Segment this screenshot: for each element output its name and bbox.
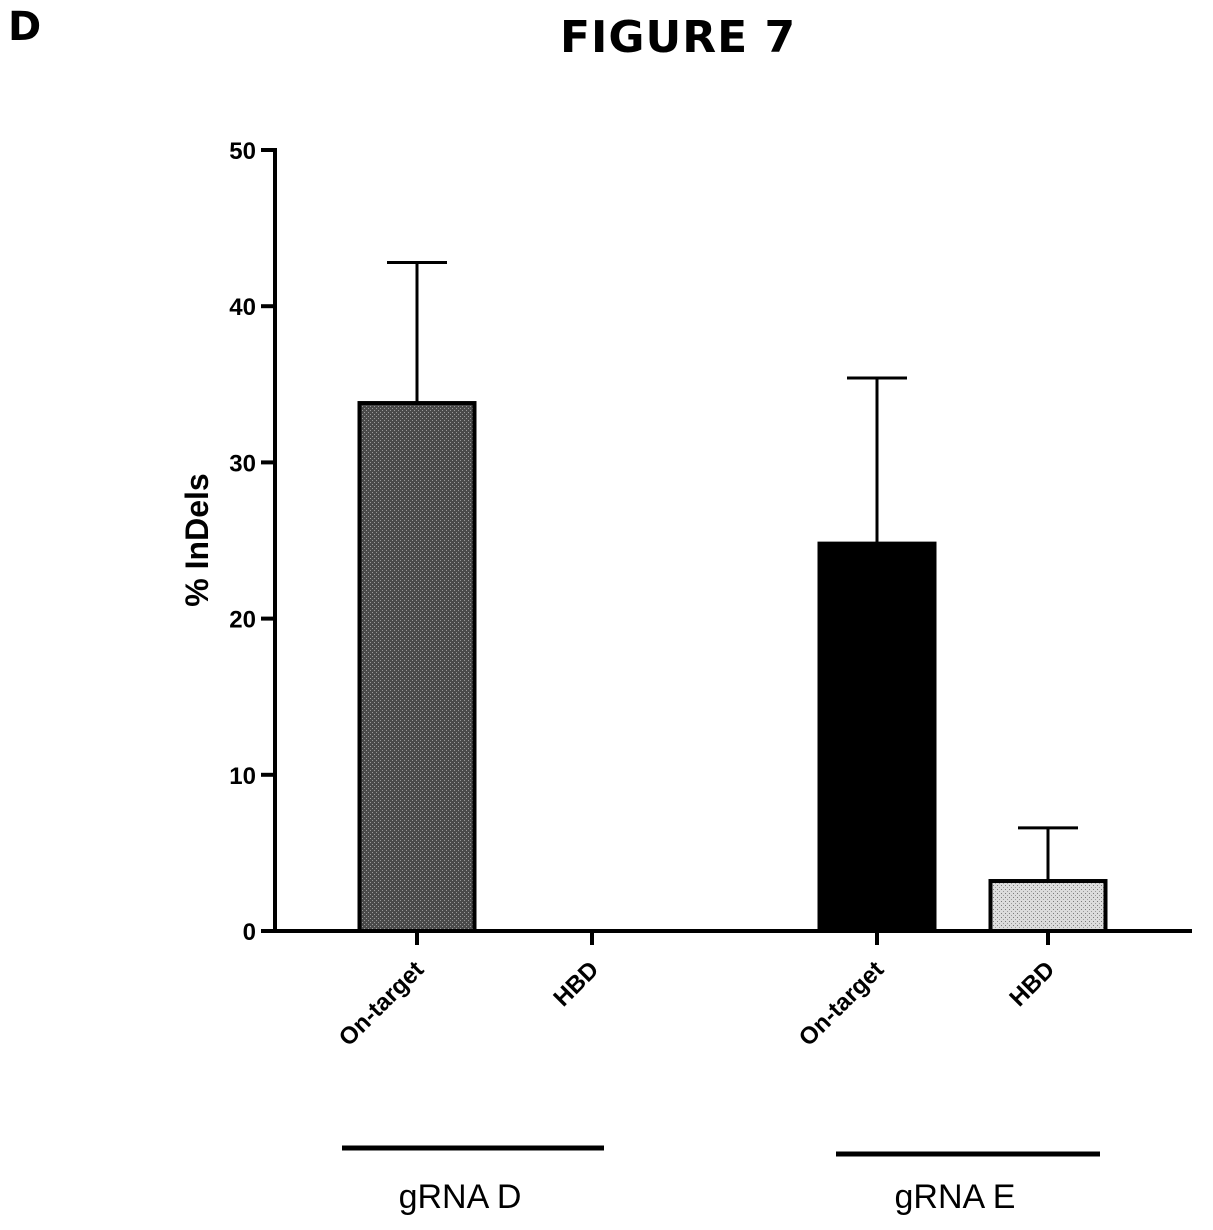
y-axis-label: % InDels [179, 473, 215, 606]
figure-title: FIGURE 7 [560, 12, 797, 63]
bar-4 [988, 879, 1108, 933]
bars [357, 401, 1108, 934]
group-labels: gRNA D gRNA E [342, 1145, 1100, 1216]
group-label: gRNA D [399, 1178, 522, 1216]
y-tick-label: 10 [229, 763, 256, 790]
category-label: On-target [334, 956, 429, 1051]
y-tick-label: 20 [229, 607, 256, 634]
category-label: HBD [1004, 956, 1060, 1012]
y-tick-label: 30 [229, 450, 256, 477]
bar-1 [357, 401, 477, 933]
category-labels: On-target HBD On-target HBD [334, 956, 1060, 1051]
panel-letter: D [8, 4, 42, 50]
category-label: HBD [548, 956, 604, 1012]
y-tick-label: 40 [229, 294, 256, 321]
bar-3 [817, 541, 937, 934]
x-ticks [415, 931, 1050, 945]
y-ticks: 0 10 20 30 40 50 [229, 138, 275, 946]
y-tick-label: 0 [243, 919, 256, 946]
group-label: gRNA E [895, 1178, 1016, 1216]
category-label: On-target [794, 956, 889, 1051]
y-tick-label: 50 [229, 138, 256, 165]
error-bars [387, 260, 1078, 882]
